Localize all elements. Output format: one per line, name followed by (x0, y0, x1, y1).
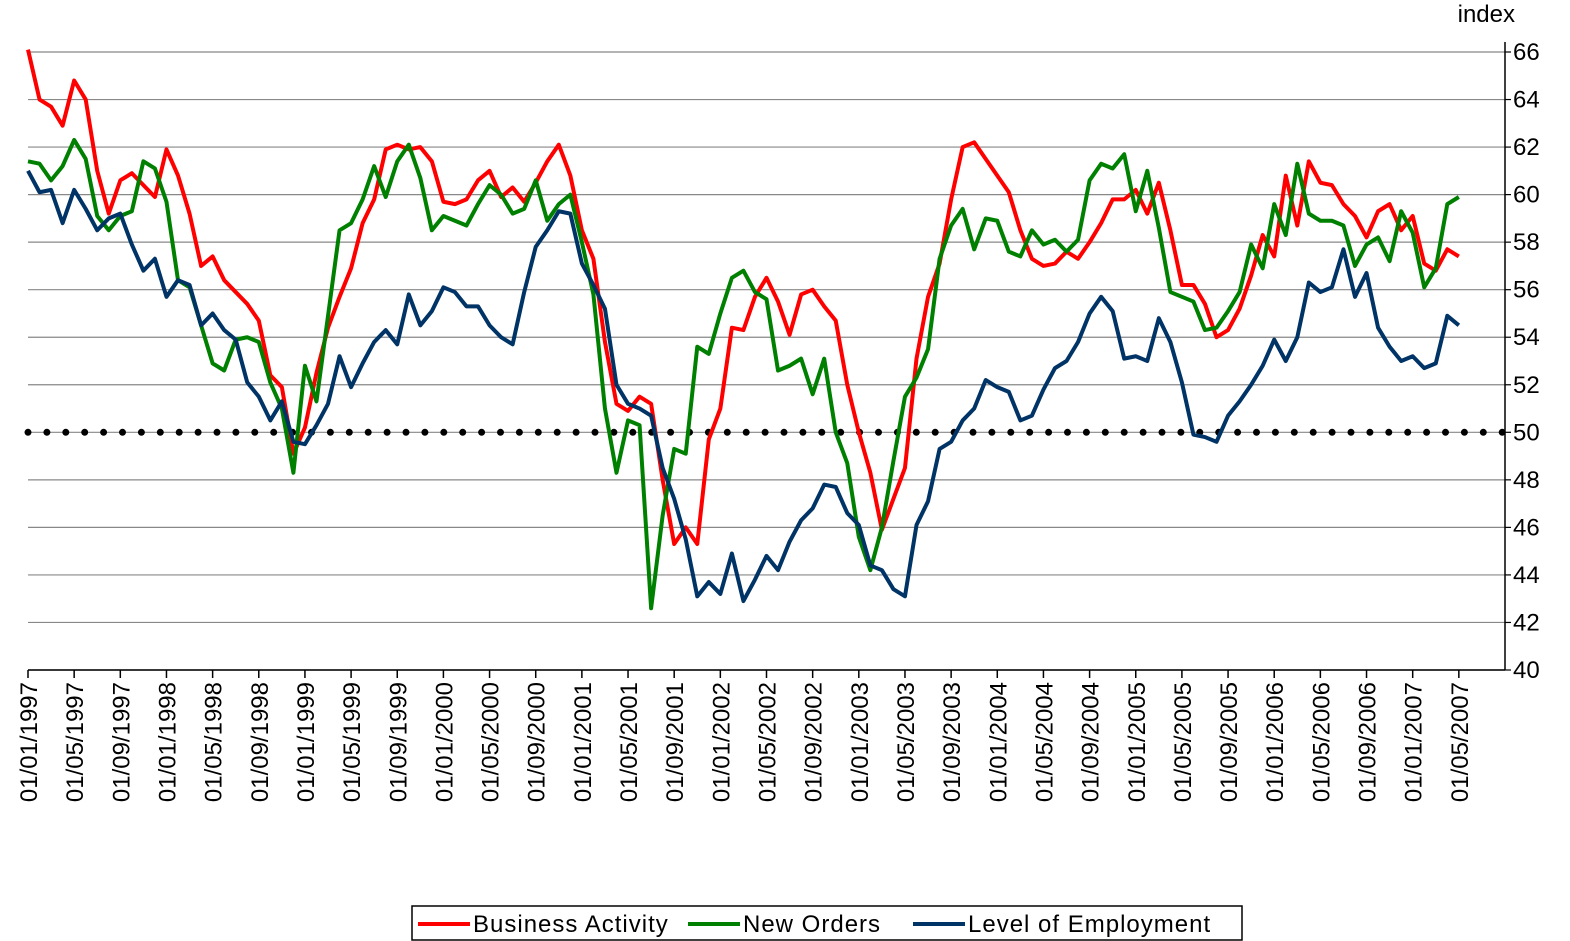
x-tick-label: 01/09/2005 (1216, 682, 1243, 802)
x-tick-label: 01/09/2000 (524, 682, 551, 802)
y-tick-label: 44 (1513, 562, 1540, 589)
y-tick-label: 66 (1513, 39, 1540, 66)
legend: Business Activity New Orders Level of Empl… (411, 905, 1243, 941)
x-tick-label: 01/05/2004 (1031, 682, 1058, 802)
x-tick-label: 01/01/1997 (16, 682, 43, 802)
x-tick-label: 01/05/2002 (755, 682, 782, 802)
y-tick-label: 42 (1513, 609, 1540, 636)
series-line (26, 169, 1461, 604)
y-tick-label: 46 (1513, 514, 1540, 541)
series-line (26, 49, 1460, 547)
x-tick-label: 01/01/1999 (293, 682, 320, 802)
x-tick-label: 01/05/2003 (893, 682, 920, 802)
x-tick-label: 01/01/2005 (1124, 682, 1151, 802)
x-tick-label: 01/09/1998 (247, 682, 274, 802)
x-tick-label: 01/09/2004 (1078, 682, 1105, 802)
y-tick-label: 40 (1513, 657, 1540, 684)
legend-label: Business Activity (473, 911, 669, 938)
legend-box (411, 905, 1243, 941)
legend-label: Level of Employment (968, 911, 1211, 938)
y-tick-label: 54 (1513, 324, 1540, 351)
x-tick-label: 01/01/2006 (1262, 682, 1289, 802)
x-tick-label: 01/01/2000 (431, 682, 458, 802)
y-tick-label: 64 (1513, 87, 1540, 114)
legend-label: New Orders (743, 911, 881, 938)
x-tick-label: 01/09/2006 (1355, 682, 1382, 802)
x-tick-label: 01/05/2006 (1308, 682, 1335, 802)
y-tick-label: 48 (1513, 467, 1540, 494)
y-tick-label: 56 (1513, 277, 1540, 304)
x-tick-label: 01/09/2001 (662, 682, 689, 802)
y-tick-label: 58 (1513, 229, 1540, 256)
x-tick-label: 01/09/2003 (939, 682, 966, 802)
series-line (27, 137, 1460, 611)
x-tick-label: 01/01/2004 (985, 682, 1012, 802)
x-tick-label: 01/05/1997 (62, 682, 89, 802)
y-tick-label: 52 (1513, 372, 1540, 399)
x-tick-label: 01/01/2002 (708, 682, 735, 802)
x-tick-label: 01/09/1999 (385, 682, 412, 802)
x-tick-label: 01/05/2000 (478, 682, 505, 802)
x-tick-label: 01/01/2001 (570, 682, 597, 802)
x-tick-label: 01/05/1998 (201, 682, 228, 802)
y-tick-label: 62 (1513, 134, 1540, 161)
x-tick-label: 01/09/1997 (108, 682, 135, 802)
x-tick-label: 01/01/2007 (1401, 682, 1428, 802)
x-tick-label: 01/01/2003 (847, 682, 874, 802)
x-tick-label: 01/05/2007 (1447, 682, 1474, 802)
x-tick-label: 01/05/2001 (616, 682, 643, 802)
x-tick-label: 01/01/1998 (154, 682, 181, 802)
x-tick-label: 01/05/1999 (339, 682, 366, 802)
y-tick-label: 60 (1513, 182, 1540, 209)
y-tick-label: 50 (1513, 419, 1540, 446)
y-axis-label: index (1458, 1, 1515, 28)
x-tick-label: 01/05/2005 (1170, 682, 1197, 802)
x-tick-label: 01/09/2002 (801, 682, 828, 802)
